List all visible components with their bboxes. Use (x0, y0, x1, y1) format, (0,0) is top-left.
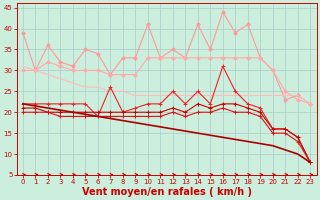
X-axis label: Vent moyen/en rafales ( km/h ): Vent moyen/en rafales ( km/h ) (82, 187, 252, 197)
